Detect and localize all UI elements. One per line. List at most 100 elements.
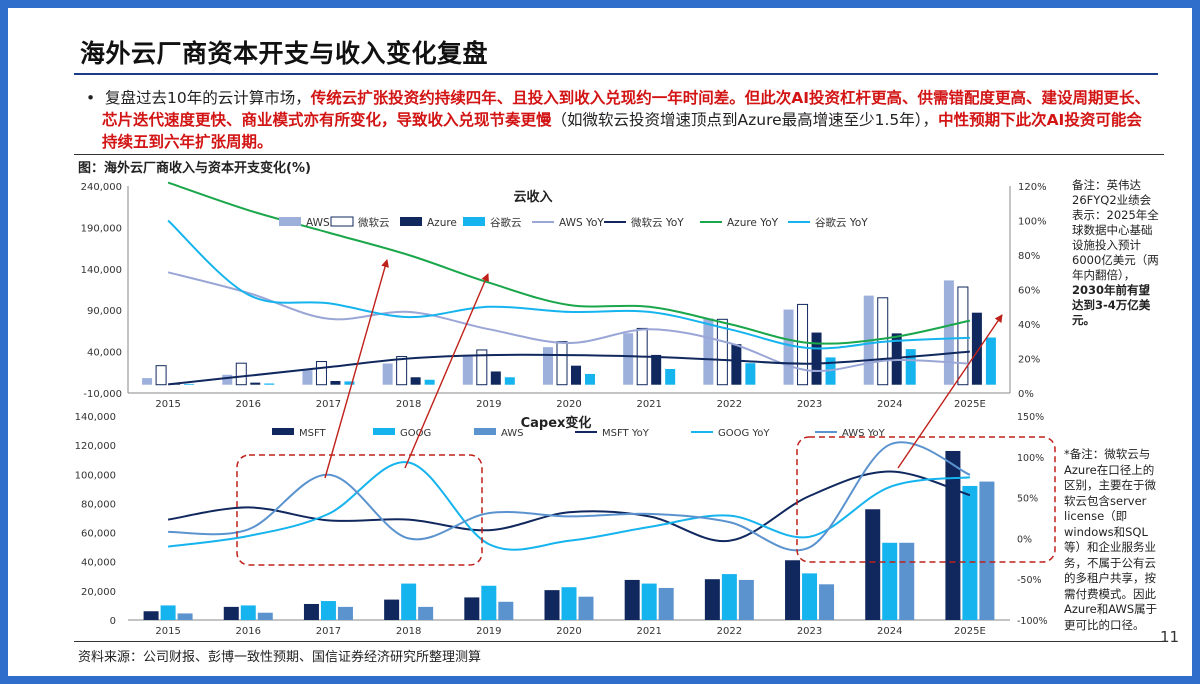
bottom-bar-goog-2020 (561, 587, 577, 620)
top-y2-tick-label: 80% (1018, 251, 1040, 262)
bottom-y-tick-label: 100,000 (75, 470, 116, 481)
top-bar-aws-2022 (703, 318, 714, 385)
top-legend-label: 谷歌云 YoY (815, 216, 868, 229)
arrow-2018-capex-to-2019-revenue (404, 273, 489, 469)
bullet-text-1: 复盘过去10年的云计算市场， (105, 89, 311, 107)
top-bar-series-2016 (264, 383, 275, 385)
top-y2-tick-label: 20% (1018, 355, 1040, 366)
top-bar-azure-2021 (651, 354, 662, 385)
bottom-legend-swatch (373, 428, 395, 435)
bottom-y2-tick-label: 0% (1017, 534, 1032, 545)
top-legend-label: 微软云 YoY (631, 216, 684, 229)
bottom-bar-msft-2020 (544, 590, 560, 620)
bottom-y-tick-label: 0 (110, 616, 116, 627)
top-x-tick-label: 2017 (316, 399, 341, 410)
top-y-tick-label: -10,000 (83, 389, 122, 400)
bottom-bar-msft-2024 (865, 509, 881, 620)
bottom-line-aws-yoy (168, 441, 971, 552)
top-line-yoy (167, 350, 970, 386)
top-legend-swatch (463, 217, 485, 226)
bottom-bar-goog-2025E (962, 485, 978, 620)
top-legend-label: Azure YoY (727, 217, 779, 229)
top-bar-azure-2023 (811, 332, 822, 385)
top-bar-series-2020 (585, 373, 595, 385)
bottom-bar-goog-2018 (401, 583, 417, 620)
top-y-tick-label: 190,000 (81, 223, 122, 234)
bottom-bar-aws-2019 (498, 601, 514, 620)
bottom-y-tick-label: 20,000 (81, 587, 116, 598)
bottom-y-tick-label: 80,000 (81, 499, 116, 510)
bottom-bar-goog-2022 (721, 574, 737, 620)
top-bar-azure-2022 (731, 344, 742, 385)
bottom-x-tick-label: 2023 (797, 626, 822, 637)
top-x-tick-label: 2018 (396, 399, 421, 410)
bottom-bar-aws-2022 (738, 579, 754, 620)
bottom-chart-title: Capex变化 (521, 415, 592, 431)
top-x-tick-label: 2022 (717, 399, 742, 410)
bottom-bar-aws-2024 (899, 542, 915, 620)
note-nvidia-text: 备注：英伟达26FYQ2业绩会表示：2025年全球数据中心基础设施投入预计600… (1072, 178, 1159, 282)
bottom-bar-aws-2018 (418, 606, 434, 620)
figure-title: 图：海外云厂商收入与资本开支变化(%) (78, 161, 311, 176)
top-bar-series-2015 (184, 383, 195, 385)
top-y2-tick-label: 0% (1018, 389, 1034, 400)
top-x-tick-label: 2025E (954, 399, 986, 410)
top-x-tick-label: 2020 (556, 399, 581, 410)
top-y-tick-label: 90,000 (87, 306, 122, 317)
top-bar-series-2019 (476, 349, 488, 386)
top-bar-series-2017 (315, 361, 327, 386)
source-divider (74, 641, 1164, 642)
top-bar-series-2015 (155, 365, 167, 386)
top-x-tick-label: 2019 (476, 399, 501, 410)
bottom-y2-tick-label: 100% (1017, 453, 1044, 464)
bottom-y2-tick-label: -50% (1017, 575, 1042, 586)
top-bar-azure-2016 (250, 382, 261, 385)
bottom-x-tick-label: 2021 (636, 626, 661, 637)
bottom-y-tick-label: 40,000 (81, 558, 116, 569)
bottom-line-msft-yoy (167, 470, 971, 543)
top-line-azure-yoy (167, 181, 971, 345)
bottom-y-tick-label: 120,000 (75, 441, 116, 452)
top-bar-series-2018 (396, 356, 408, 386)
bottom-y-tick-label: 60,000 (81, 529, 116, 540)
page-number: 11 (1160, 628, 1180, 646)
highlight-2023-2025-box (796, 436, 1056, 563)
top-bar-aws-2019 (462, 355, 473, 385)
bottom-x-tick-label: 2018 (396, 626, 421, 637)
bullet-text-2: 传统云扩张投资约持续四年、且投入到收入兑现约一年时间差。但此次AI投资杠杆更高、… (102, 89, 1151, 129)
bottom-bar-goog-2023 (802, 573, 818, 620)
top-x-tick-label: 2024 (877, 399, 902, 410)
top-y-tick-label: 140,000 (81, 265, 122, 276)
note-nvidia: 备注：英伟达26FYQ2业绩会表示：2025年全球数据中心基础设施投入预计600… (1072, 178, 1160, 328)
bottom-bar-goog-2024 (882, 542, 898, 620)
top-x-tick-label: 2015 (155, 399, 180, 410)
arrow-2024-capex-to-2025-revenue (897, 314, 1003, 469)
bottom-bar-goog-2016 (240, 605, 256, 620)
bottom-bar-msft-2025E (945, 450, 961, 620)
bottom-x-tick-label: 2025E (954, 626, 986, 637)
bottom-bar-aws-2016 (257, 612, 273, 620)
top-bar-series-2025E (985, 337, 996, 385)
top-y2-tick-label: 60% (1018, 286, 1040, 297)
top-legend-label: AWS (306, 217, 330, 229)
highlight-2017-2019-box (236, 454, 483, 566)
top-legend-label: AWS YoY (559, 217, 604, 229)
bottom-y2-tick-label: -100% (1017, 616, 1048, 627)
bottom-bar-aws-2020 (578, 596, 594, 620)
top-bar-aws-2016 (222, 374, 233, 385)
bottom-x-tick-label: 2016 (236, 626, 261, 637)
bottom-y-tick-label: 140,000 (75, 412, 116, 423)
bottom-y2-tick-label: 50% (1017, 494, 1038, 505)
top-bar-series-2018 (424, 379, 435, 385)
bottom-bar-aws-2017 (337, 606, 353, 620)
bottom-bar-aws-2025E (979, 481, 995, 620)
top-y-tick-label: 40,000 (87, 348, 122, 359)
top-x-tick-label: 2016 (236, 399, 261, 410)
top-legend-swatch (330, 216, 354, 227)
top-chart-title: 云收入 (513, 189, 552, 205)
top-bar-azure-2020 (571, 365, 581, 385)
bottom-bar-msft-2022 (704, 579, 720, 620)
top-bar-aws-2017 (302, 370, 313, 385)
